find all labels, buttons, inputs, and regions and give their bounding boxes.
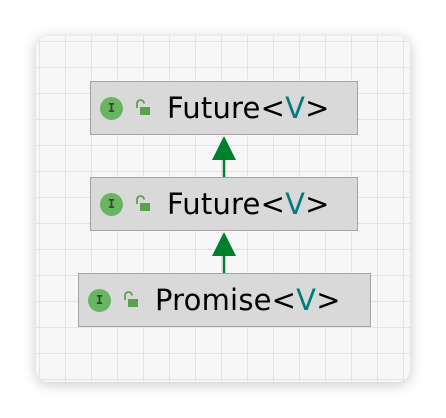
unlocked-padlock-icon [121,291,141,309]
generic-close: > [316,283,341,317]
class-name: Future [167,91,261,125]
interface-i-icon: I [100,96,123,120]
unlocked-padlock-icon [133,99,153,117]
generic-close: > [305,187,330,221]
generic-close: > [305,91,330,125]
class-name: Future [167,187,261,221]
node-label: Promise<V> [155,283,341,317]
edge-layer [212,136,236,273]
type-parameter: V [285,91,306,125]
class-name: Promise [155,283,272,317]
node-label: Future<V> [167,187,330,221]
generic-open: < [260,187,286,221]
generic-open: < [260,91,286,125]
node-promise[interactable]: I Promise<V> [78,273,371,327]
interface-i-icon: I [100,192,123,216]
node-label: Future<V> [167,91,330,125]
edge-promise-to-future [212,232,236,273]
node-future-middle[interactable]: I Future<V> [90,177,358,231]
type-parameter: V [285,187,306,221]
unlocked-padlock-icon [133,195,153,213]
generic-open: < [271,283,297,317]
edge-future-to-future [212,136,236,177]
interface-i-icon: I [88,288,111,312]
node-future-top[interactable]: I Future<V> [90,81,358,135]
type-parameter: V [296,283,317,317]
diagram-canvas: I Future<V> I Future<V> I Promise<V> [36,36,410,382]
